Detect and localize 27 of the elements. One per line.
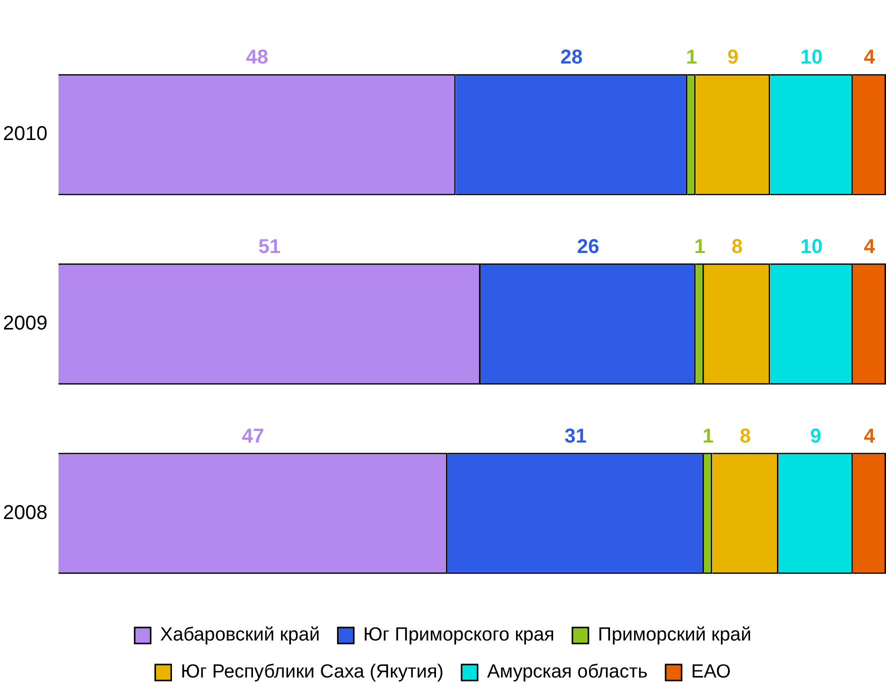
data-label: 31 [564, 425, 587, 448]
data-label: 51 [258, 236, 281, 258]
data-label: 47 [242, 425, 264, 448]
data-label: 26 [576, 236, 600, 258]
legend-label: Юг Республики Саха (Якутия) [180, 662, 444, 683]
data-label: 10 [800, 46, 823, 69]
data-label: 8 [740, 425, 751, 448]
y-tick-label: 2008 [2, 502, 48, 524]
data-label: 4 [864, 236, 876, 258]
data-label: 8 [731, 236, 743, 258]
legend-label: Хабаровский край [160, 624, 320, 646]
legend-label: Амурская область [487, 662, 648, 683]
legend-label: Юг Приморского края [363, 624, 554, 646]
data-label: 10 [800, 236, 823, 258]
data-label: 28 [560, 46, 583, 69]
data-label: 1 [686, 46, 698, 69]
data-label: 9 [810, 425, 822, 448]
y-tick-label: 2010 [2, 123, 48, 146]
legend-label: Приморский край [598, 624, 752, 646]
legend-label: ЕАО [691, 662, 731, 683]
data-label: 9 [727, 46, 738, 69]
data-label: 1 [702, 425, 714, 448]
data-label: 1 [694, 236, 706, 258]
data-label: 4 [864, 46, 876, 69]
data-label: 48 [246, 46, 268, 69]
data-label: 4 [864, 425, 876, 448]
y-tick-label: 2009 [2, 312, 48, 335]
